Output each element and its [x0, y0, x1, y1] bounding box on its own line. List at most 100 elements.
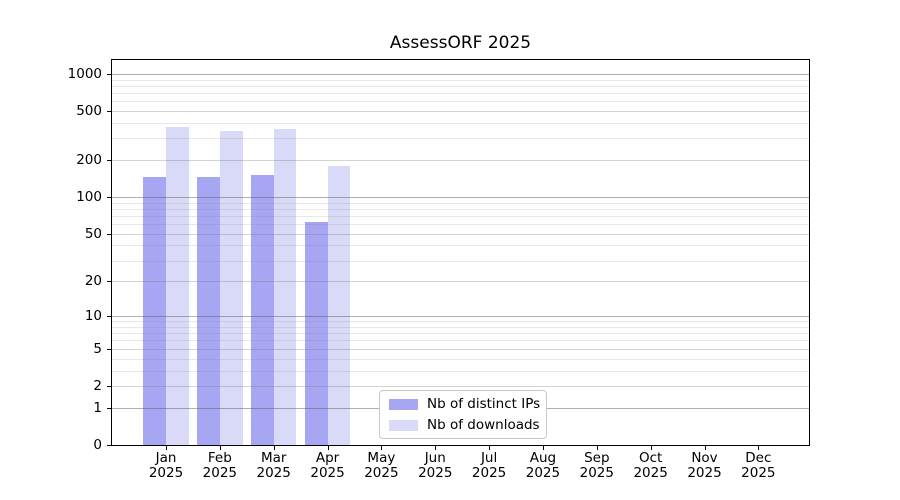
x-tick-label-month: Oct: [638, 450, 663, 466]
y-tick-0: [107, 445, 111, 446]
x-tick-label-month: May: [367, 450, 396, 466]
bar-apr-distinct-ips: [304, 221, 328, 445]
x-tick-sep: [596, 446, 598, 450]
x-tick-label-aug: Aug 2025: [515, 451, 571, 481]
gridline-minor-400: [112, 122, 809, 124]
x-tick-apr: [327, 446, 329, 450]
y-tick-20: [107, 281, 111, 283]
x-tick-label-year: 2025: [148, 465, 184, 481]
x-tick-oct: [650, 446, 652, 450]
x-tick-label-month: Jul: [480, 450, 498, 466]
gridline-minor-700: [112, 92, 809, 94]
x-tick-jun: [435, 446, 437, 450]
gridline-1000: [112, 73, 809, 75]
x-tick-label-dec: Dec 2025: [730, 451, 786, 481]
y-tick-label-500: 500: [76, 103, 102, 120]
y-tick-label-1000: 1000: [67, 65, 102, 82]
bar-apr-downloads: [327, 165, 351, 445]
x-tick-label-year: 2025: [471, 465, 507, 481]
gridline-minor-4: [112, 358, 809, 360]
gridline-minor-9: [112, 321, 809, 323]
x-tick-label-month: Jun: [424, 450, 446, 466]
x-tick-label-month: Mar: [260, 450, 287, 466]
y-tick-500: [107, 111, 111, 113]
legend-entry-distinct-ips: Nb of distinct IPs: [380, 396, 546, 412]
x-tick-label-month: Nov: [691, 450, 718, 466]
x-tick-aug: [542, 446, 544, 450]
chart-title: AssessORF 2025: [389, 33, 532, 53]
bar-feb-distinct-ips: [197, 177, 220, 445]
plot-area: [111, 59, 810, 446]
y-tick-200: [107, 160, 111, 162]
x-tick-jul: [489, 446, 491, 450]
x-tick-label-month: Dec: [745, 450, 772, 466]
bar-jan-downloads: [166, 127, 189, 445]
y-tick-label-100: 100: [76, 189, 102, 206]
y-tick-1000: [107, 73, 111, 75]
y-tick-label-2: 2: [93, 377, 102, 394]
x-tick-dec: [758, 446, 760, 450]
gridline-minor-30: [112, 260, 809, 262]
y-tick-2: [107, 385, 111, 387]
x-tick-nov: [704, 446, 706, 450]
gridline-500: [112, 111, 809, 113]
x-tick-label-year: 2025: [687, 465, 722, 481]
x-tick-label-month: Sep: [584, 450, 610, 466]
x-tick-feb: [219, 446, 221, 450]
y-tick-1: [107, 407, 111, 409]
x-tick-label-year: 2025: [633, 465, 668, 481]
gridline-5: [112, 348, 809, 350]
x-tick-label-year: 2025: [525, 465, 561, 481]
x-tick-label-year: 2025: [579, 465, 614, 481]
gridline-10: [112, 316, 809, 318]
x-tick-mar: [273, 446, 275, 450]
gridline-200: [112, 160, 809, 162]
y-tick-5: [107, 348, 111, 350]
x-tick-may: [381, 446, 383, 450]
bar-feb-downloads: [219, 131, 243, 445]
x-tick-label-nov: Nov 2025: [677, 451, 733, 481]
y-tick-10: [107, 316, 111, 318]
legend-label-distinct-ips: Nb of distinct IPs: [427, 396, 541, 412]
gridline-minor-800: [112, 85, 809, 87]
x-tick-label-jul: Jul 2025: [461, 451, 517, 481]
legend-label-downloads: Nb of downloads: [427, 417, 540, 433]
bar-jan-distinct-ips: [143, 177, 166, 445]
y-tick-50: [107, 233, 111, 235]
x-tick-label-may: May 2025: [353, 451, 409, 481]
x-tick-label-year: 2025: [256, 465, 291, 481]
gridline-minor-70: [112, 215, 809, 217]
gridline-minor-90: [112, 202, 809, 204]
x-tick-label-jun: Jun 2025: [407, 451, 463, 481]
gridline-minor-6: [112, 340, 809, 342]
x-tick-label-feb: Feb 2025: [192, 451, 248, 481]
x-tick-label-month: Apr: [315, 450, 340, 466]
x-tick-label-year: 2025: [741, 465, 776, 481]
y-tick-100: [107, 197, 111, 199]
x-tick-jan: [166, 446, 167, 450]
gridline-minor-3: [112, 370, 809, 372]
x-tick-label-month: Jan: [155, 450, 177, 466]
y-tick-label-200: 200: [76, 152, 102, 169]
bar-mar-downloads: [273, 129, 297, 445]
x-tick-label-sep: Sep 2025: [569, 451, 625, 481]
gridline-minor-40: [112, 245, 809, 247]
gridline-minor-8: [112, 326, 809, 328]
gridline-minor-60: [112, 224, 809, 226]
x-tick-label-year: 2025: [418, 465, 453, 481]
gridline-minor-600: [112, 101, 809, 103]
legend-entry-downloads: Nb of downloads: [380, 417, 546, 433]
x-tick-label-year: 2025: [310, 465, 345, 481]
x-tick-label-year: 2025: [202, 465, 238, 481]
gridline-minor-900: [112, 79, 809, 81]
x-tick-label-oct: Oct 2025: [623, 451, 679, 481]
gridline-minor-7: [112, 333, 809, 335]
x-tick-label-year: 2025: [364, 465, 399, 481]
x-tick-label-apr: Apr 2025: [300, 451, 356, 481]
bar-mar-distinct-ips: [251, 174, 274, 445]
legend-swatch-downloads: [389, 419, 418, 431]
x-tick-label-jan: Jan 2025: [138, 451, 194, 481]
y-tick-label-5: 5: [93, 340, 102, 357]
x-tick-label-mar: Mar 2025: [246, 451, 302, 481]
y-tick-label-20: 20: [84, 273, 102, 290]
